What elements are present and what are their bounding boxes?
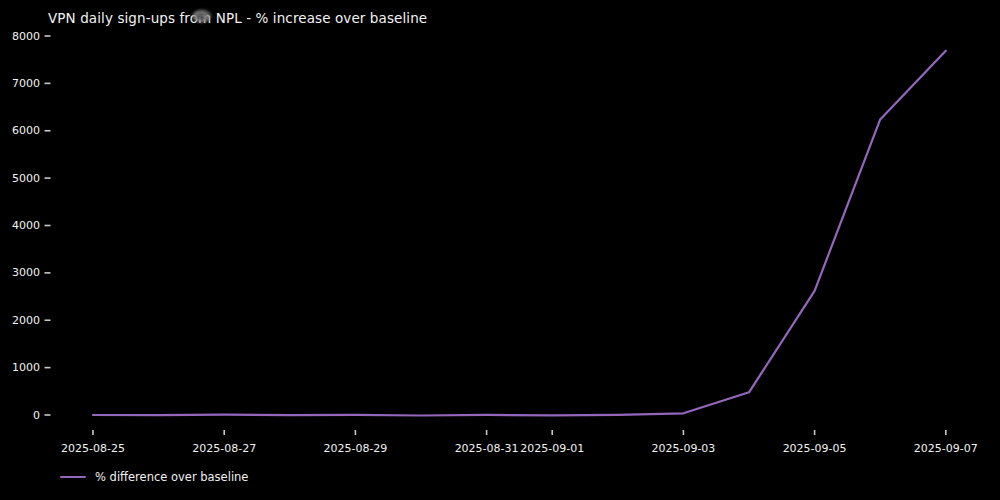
y-tick-label: 5000	[12, 172, 40, 185]
x-tick-label: 2025-09-03	[651, 442, 715, 455]
legend-label: % difference over baseline	[95, 470, 248, 484]
y-tick-label: 7000	[12, 77, 40, 90]
legend: % difference over baseline	[60, 470, 248, 484]
x-tick-label: 2025-08-27	[192, 442, 256, 455]
x-tick-label: 2025-08-25	[61, 442, 125, 455]
y-tick-label: 1000	[12, 361, 40, 374]
y-tick-label: 8000	[12, 30, 40, 43]
x-tick-label: 2025-08-29	[323, 442, 387, 455]
x-tick-label: 2025-08-31	[455, 442, 519, 455]
y-tick-label: 2000	[12, 314, 40, 327]
x-tick-label: 2025-09-05	[783, 442, 847, 455]
line-chart-canvas: 0 1000 2000 3000 4000 5000 6000 7000 8000 2025-08…	[0, 0, 1000, 500]
chart-figure: VPN daily sign-ups from NPL - % increase…	[0, 0, 1000, 500]
x-tick-label: 2025-09-01	[520, 442, 584, 455]
x-tick-label: 2025-09-07	[914, 442, 978, 455]
y-tick-label: 3000	[12, 266, 40, 279]
data-line--difference-over-baseline	[93, 51, 946, 416]
y-tick-label: 0	[33, 409, 40, 422]
y-tick-label: 4000	[12, 219, 40, 232]
legend-line-swatch	[60, 476, 86, 478]
y-tick-label: 6000	[12, 124, 40, 137]
